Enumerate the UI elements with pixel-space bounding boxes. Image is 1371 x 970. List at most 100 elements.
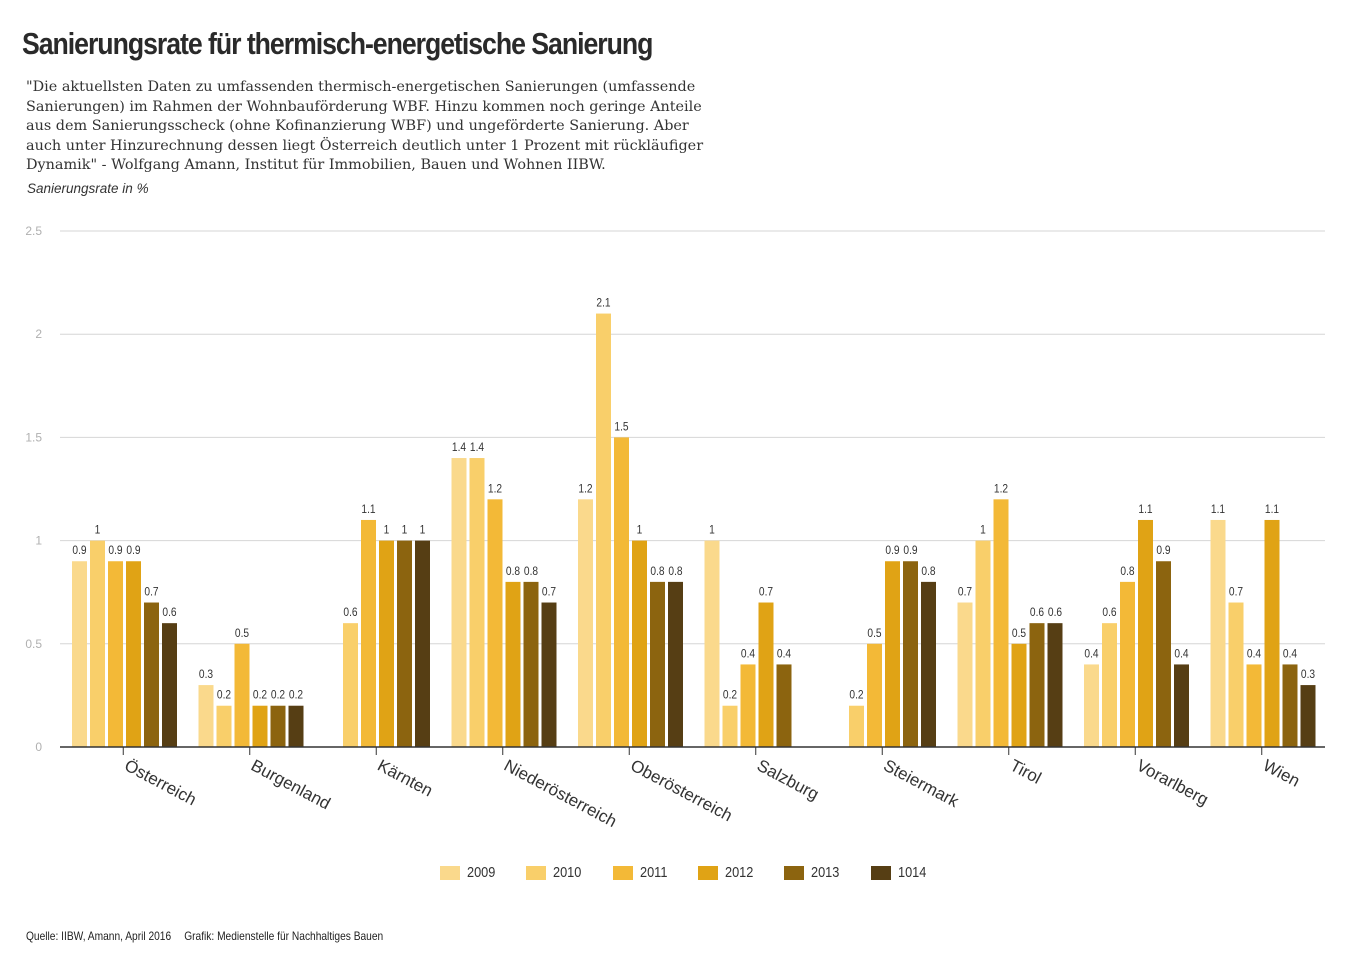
data-label: 1.1 — [361, 503, 375, 516]
bar — [903, 561, 918, 747]
data-label: 0.2 — [723, 689, 737, 702]
bar — [108, 561, 123, 747]
bar — [487, 499, 503, 747]
bar — [1174, 664, 1189, 747]
bar — [234, 643, 250, 747]
data-label: 1.2 — [578, 483, 592, 496]
legend-item: 2009 — [439, 864, 500, 881]
data-label: 0.3 — [1301, 668, 1315, 681]
data-label: 0.7 — [759, 586, 773, 599]
bar — [361, 519, 376, 747]
bar — [343, 623, 358, 747]
y-tick-label: 0.5 — [25, 637, 42, 651]
legend-label: 2013 — [811, 864, 840, 881]
data-label: 0.3 — [199, 668, 213, 681]
bar — [776, 664, 792, 747]
y-tick-label: 1 — [35, 534, 42, 548]
data-label: 2.1 — [596, 297, 610, 310]
bar — [650, 581, 665, 747]
data-label: 0.2 — [849, 689, 863, 702]
data-label: 1 — [709, 524, 715, 537]
graphic-credit: Grafik: Medienstelle für Nachhaltiges Ba… — [184, 929, 384, 943]
bar — [722, 705, 738, 747]
y-tick-label: 2 — [35, 327, 42, 341]
bar — [270, 705, 286, 747]
data-label: 0.8 — [668, 565, 682, 578]
bar — [162, 623, 177, 747]
bar-chart: 0 0.5 1 1.5 2 2.5 0.9 1 0.9 0.9 0.7 0.6 0.3 0.2 0.5 0.2… — [25, 224, 1325, 831]
data-label: 0.8 — [1120, 565, 1134, 578]
bar — [379, 540, 394, 747]
bar — [126, 561, 141, 747]
data-label: 1 — [384, 524, 390, 537]
bar — [1011, 643, 1027, 747]
bar — [144, 602, 159, 747]
legend-item: 1014 — [870, 864, 931, 881]
data-label: 1 — [402, 524, 408, 537]
x-tick-label: Vorarlberg — [1133, 756, 1211, 810]
bar — [1138, 519, 1153, 747]
bar — [632, 540, 647, 747]
x-tick-label: Österreich — [121, 756, 199, 810]
source-note: Quelle: IIBW, Amann, April 2016 — [26, 929, 172, 943]
x-tick-label: Tirol — [1007, 756, 1045, 788]
bar — [415, 540, 430, 747]
bar — [1300, 685, 1316, 747]
data-label: 1.5 — [614, 421, 628, 434]
data-label: 0.4 — [1247, 648, 1261, 661]
data-label: 1.4 — [470, 441, 484, 454]
legend-label: 2012 — [724, 864, 754, 881]
legend-label: 2010 — [553, 864, 582, 881]
bar — [198, 685, 214, 747]
y-tick-label: 2.5 — [25, 224, 42, 238]
data-label: 0.5 — [235, 627, 249, 640]
bar — [90, 540, 105, 747]
data-label: 1.1 — [1211, 503, 1225, 516]
bar — [578, 499, 593, 747]
bar — [1029, 623, 1045, 747]
bar — [596, 313, 611, 747]
x-tick-label: Steiermark — [880, 756, 962, 812]
data-label: 0.7 — [144, 586, 158, 599]
data-label: 0.5 — [867, 627, 881, 640]
x-tick-label: Wien — [1260, 756, 1303, 791]
data-label: 0.6 — [1102, 606, 1116, 619]
bar — [957, 602, 973, 747]
data-label: 0.8 — [524, 565, 538, 578]
y-axis-unit-label: Sanierungsrate in % — [27, 181, 149, 196]
legend-item: 2011 — [612, 864, 672, 881]
bar — [541, 602, 557, 747]
data-label: 0.6 — [343, 606, 357, 619]
data-label: 0.6 — [1048, 606, 1062, 619]
bar — [72, 561, 87, 747]
bar — [216, 705, 232, 747]
data-label: 0.9 — [126, 545, 140, 558]
data-label: 0.7 — [542, 586, 556, 599]
legend-swatch — [526, 865, 547, 880]
data-label: 0.6 — [1030, 606, 1044, 619]
data-label: 0.9 — [903, 545, 917, 558]
bar — [704, 540, 720, 747]
bar — [1047, 623, 1063, 747]
data-label: 0.6 — [162, 606, 176, 619]
bar — [867, 643, 882, 747]
bar — [451, 458, 467, 747]
data-label: 1 — [420, 524, 426, 537]
bar — [1264, 519, 1280, 747]
data-label: 0.9 — [885, 545, 899, 558]
data-label: 0.8 — [650, 565, 664, 578]
y-tick-label: 1.5 — [25, 430, 42, 444]
data-label: 0.9 — [1156, 545, 1170, 558]
data-label: 0.7 — [958, 586, 972, 599]
legend-item: 2013 — [784, 864, 844, 881]
legend-label: 2011 — [639, 864, 668, 881]
x-tick-label: Niederösterreich — [501, 756, 620, 831]
legend-item: 2010 — [526, 864, 586, 881]
bar — [614, 437, 629, 747]
data-label: 1.4 — [452, 441, 466, 454]
bar — [1084, 664, 1099, 747]
data-label: 0.9 — [108, 545, 122, 558]
data-label: 1 — [95, 524, 101, 537]
legend-swatch — [697, 865, 718, 880]
data-label: 1 — [980, 524, 986, 537]
